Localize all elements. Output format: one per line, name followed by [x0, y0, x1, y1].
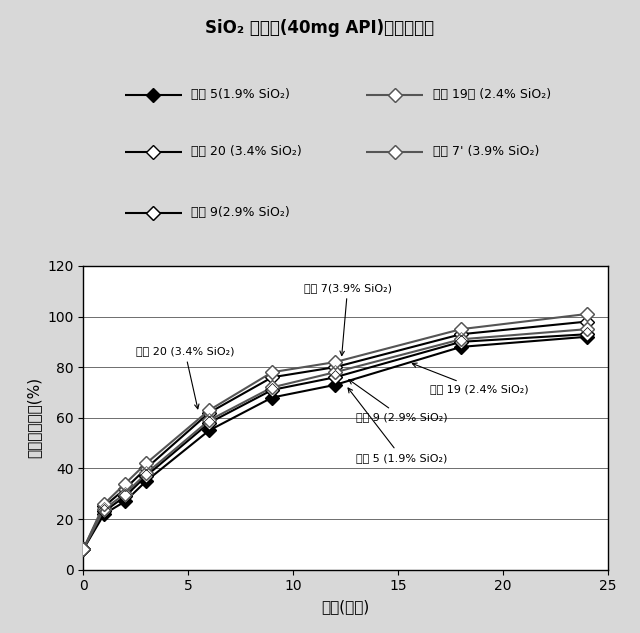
Text: 製剂 20 (3.4% SiO₂): 製剂 20 (3.4% SiO₂): [136, 346, 234, 409]
Y-axis label: 累積薬物放出(%): 累積薬物放出(%): [26, 377, 42, 458]
Text: 製剂 20 (3.4% SiO₂): 製剂 20 (3.4% SiO₂): [191, 146, 301, 158]
Text: 製剂 19 (2.4% SiO₂): 製剂 19 (2.4% SiO₂): [412, 363, 528, 394]
Text: 製剂 7' (3.9% SiO₂): 製剂 7' (3.9% SiO₂): [433, 146, 539, 158]
Text: 製剂 9(2.9% SiO₂): 製剂 9(2.9% SiO₂): [191, 206, 290, 219]
Text: 製剂 5(1.9% SiO₂): 製剂 5(1.9% SiO₂): [191, 89, 290, 101]
Text: 製剂 7(3.9% SiO₂): 製剂 7(3.9% SiO₂): [303, 283, 392, 356]
Text: SiO₂ レベル(40mg API)を含む製剂: SiO₂ レベル(40mg API)を含む製剂: [205, 19, 435, 37]
Text: 製剂 19《 (2.4% SiO₂): 製剂 19《 (2.4% SiO₂): [433, 89, 550, 101]
X-axis label: 時間(時間): 時間(時間): [321, 599, 370, 614]
Text: 製剂 9 (2.9% SiO₂): 製剂 9 (2.9% SiO₂): [349, 380, 448, 422]
Text: 製剂 5 (1.9% SiO₂): 製剂 5 (1.9% SiO₂): [348, 388, 447, 463]
